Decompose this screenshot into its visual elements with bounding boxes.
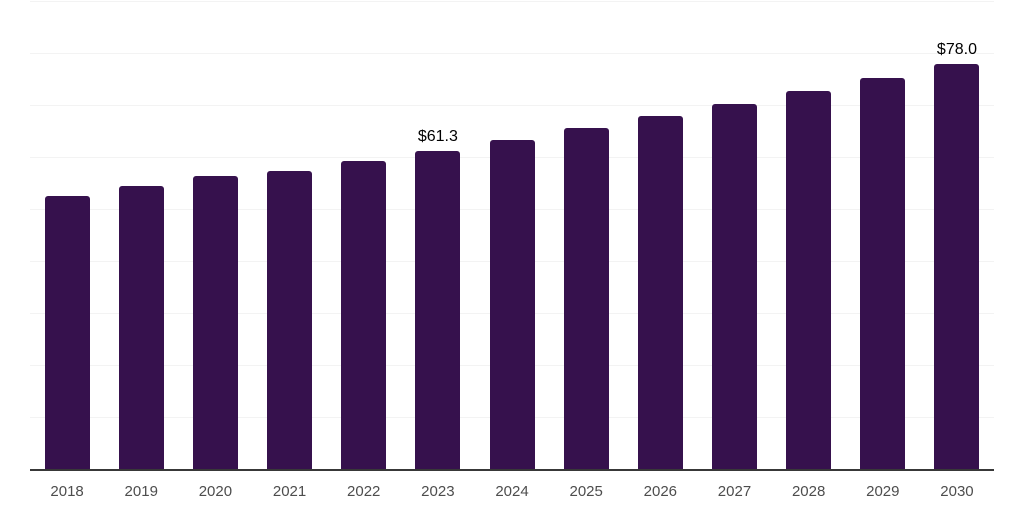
- bar-2029: [860, 77, 906, 470]
- x-tick-label-2024: 2024: [495, 483, 529, 500]
- bar-slot-2019: [104, 1, 178, 470]
- x-tick-label-2019: 2019: [124, 483, 158, 500]
- x-tick-label-2021: 2021: [272, 483, 307, 500]
- bar-2027: [711, 103, 757, 470]
- bar-slot-2028: [772, 1, 846, 470]
- bars-layer: $61.3 $78.0: [30, 1, 994, 470]
- x-tick-label-2028: 2028: [791, 483, 826, 500]
- x-tick-label-2030: 2030: [940, 483, 974, 500]
- x-tick-label-2026: 2026: [643, 483, 678, 500]
- bar-2026: [637, 115, 683, 470]
- data-label-2030: $78.0: [936, 40, 977, 58]
- bar-slot-2022: [327, 1, 401, 470]
- x-axis-labels: 2018 2019 2020 2021 2022 2023 2024 2025 2026 2027…: [30, 484, 994, 499]
- bar-slot-2024: [475, 1, 549, 470]
- data-label-2023: $61.3: [417, 127, 458, 145]
- bar-2023: [415, 150, 461, 470]
- x-tick-label-2018: 2018: [50, 483, 84, 500]
- bar-slot-2030: $78.0: [920, 1, 994, 470]
- bar-2020: [192, 176, 238, 470]
- bar-2018: [44, 196, 90, 470]
- bar-2025: [563, 127, 609, 470]
- bar-2022: [341, 160, 387, 470]
- bar-slot-2029: [846, 1, 920, 470]
- x-tick-label-2025: 2025: [569, 483, 603, 500]
- bar-slot-2018: [30, 1, 104, 470]
- bar-slot-2025: [549, 1, 623, 470]
- bar-2030: [934, 63, 980, 470]
- bar-2019: [118, 186, 164, 470]
- bar-slot-2021: [252, 1, 326, 470]
- gridline-70: [30, 104, 994, 106]
- bar-slot-2023: $61.3: [401, 1, 475, 470]
- bar-slot-2027: [697, 1, 771, 470]
- x-tick-label-2027: 2027: [717, 483, 752, 500]
- x-tick-label-2022: 2022: [347, 483, 381, 500]
- x-tick-label-2020: 2020: [198, 483, 233, 500]
- bar-2024: [489, 139, 535, 470]
- bar-2028: [786, 90, 832, 470]
- bar-2021: [267, 170, 313, 470]
- x-axis-line: [30, 469, 994, 471]
- gridline-90: [30, 0, 994, 2]
- bar-slot-2026: [623, 1, 697, 470]
- x-tick-label-2029: 2029: [866, 483, 900, 500]
- plot-area: $61.3 $78.0: [30, 0, 994, 471]
- bar-slot-2020: [178, 1, 252, 470]
- x-tick-label-2023: 2023: [421, 483, 455, 500]
- gridline-80: [30, 52, 994, 54]
